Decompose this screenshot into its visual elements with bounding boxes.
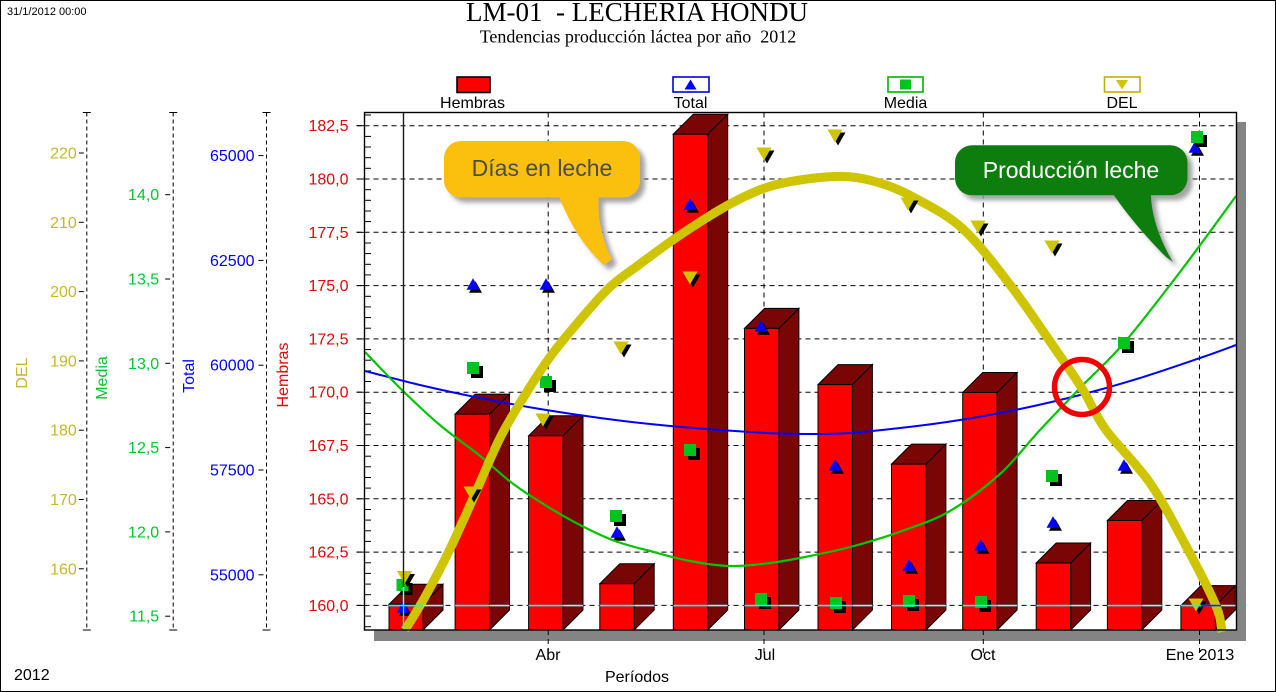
svg-text:Oct: Oct (971, 647, 996, 664)
svg-text:180,0: 180,0 (308, 172, 348, 189)
svg-text:13,5: 13,5 (128, 272, 159, 289)
svg-text:190: 190 (50, 353, 77, 370)
svg-text:220: 220 (50, 146, 77, 163)
svg-text:182,5: 182,5 (308, 118, 348, 135)
svg-text:177,5: 177,5 (308, 225, 348, 242)
svg-text:Hembras: Hembras (440, 95, 505, 112)
svg-text:13,0: 13,0 (128, 356, 159, 373)
svg-text:Media: Media (94, 356, 111, 400)
svg-text:Media: Media (884, 95, 928, 112)
svg-text:167,5: 167,5 (308, 438, 348, 455)
svg-text:Ene 2013: Ene 2013 (1166, 647, 1235, 664)
svg-text:Total: Total (674, 95, 708, 112)
svg-text:12,5: 12,5 (128, 440, 159, 457)
svg-text:165,0: 165,0 (308, 491, 348, 508)
svg-text:Días en leche: Días en leche (472, 155, 613, 181)
svg-text:Tendencias producción láctea p: Tendencias producción láctea por año 201… (480, 27, 797, 47)
svg-text:Hembras: Hembras (275, 343, 292, 408)
svg-text:160: 160 (50, 561, 77, 578)
svg-text:200: 200 (50, 284, 77, 301)
svg-text:210: 210 (50, 215, 77, 232)
svg-text:Total: Total (181, 359, 198, 393)
svg-text:Períodos: Períodos (605, 669, 669, 686)
svg-text:2012: 2012 (14, 667, 50, 684)
svg-text:180: 180 (50, 423, 77, 440)
svg-text:60000: 60000 (210, 358, 255, 375)
svg-text:DEL: DEL (1106, 95, 1137, 112)
svg-text:DEL: DEL (14, 357, 31, 388)
svg-text:175,0: 175,0 (308, 278, 348, 295)
svg-text:Jul: Jul (755, 647, 775, 664)
svg-text:31/1/2012 00:00: 31/1/2012 00:00 (7, 6, 87, 18)
svg-text:62500: 62500 (210, 253, 255, 270)
svg-text:Producción leche: Producción leche (983, 157, 1159, 183)
svg-text:170: 170 (50, 492, 77, 509)
svg-text:LM-01 - LECHERIA HONDU: LM-01 - LECHERIA HONDU (466, 0, 808, 27)
svg-text:Abr: Abr (536, 647, 562, 664)
svg-text:55000: 55000 (210, 567, 255, 584)
svg-text:162,5: 162,5 (308, 545, 348, 562)
svg-text:160,0: 160,0 (308, 598, 348, 615)
svg-text:172,5: 172,5 (308, 331, 348, 348)
svg-text:57500: 57500 (210, 463, 255, 480)
svg-text:11,5: 11,5 (129, 609, 159, 626)
svg-text:170,0: 170,0 (308, 385, 348, 402)
svg-text:65000: 65000 (210, 148, 255, 165)
svg-text:14,0: 14,0 (128, 187, 159, 204)
svg-text:12,0: 12,0 (128, 524, 159, 541)
